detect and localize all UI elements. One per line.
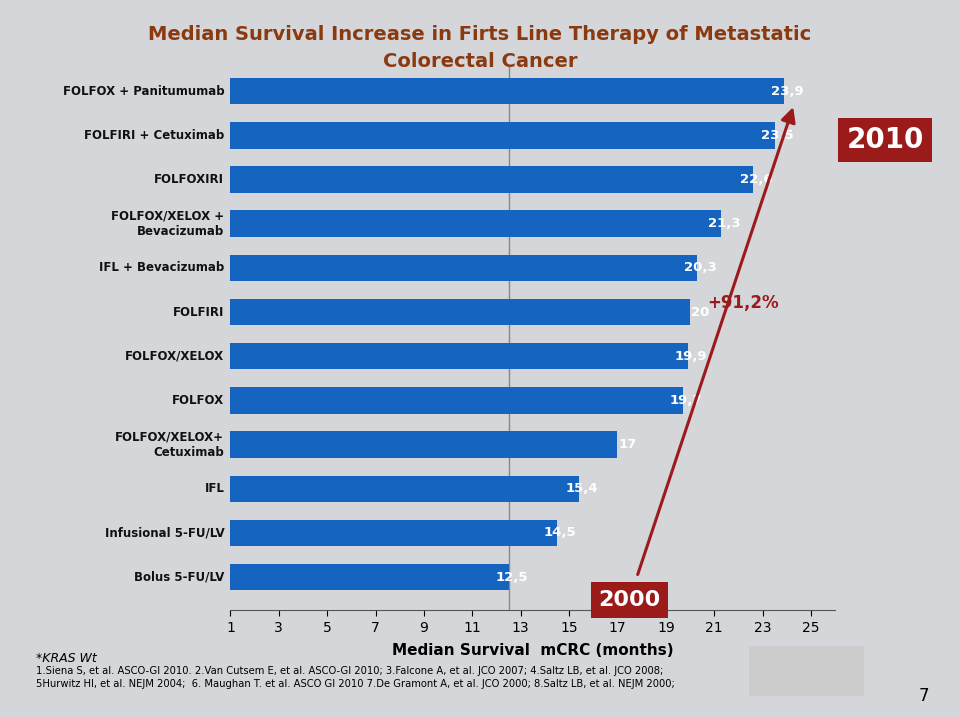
Text: 22,6: 22,6 [739,173,772,186]
Text: FOLFOX/XELOX: FOLFOX/XELOX [125,350,225,363]
Text: FOLFOX + Panitumumab: FOLFOX + Panitumumab [62,85,225,98]
Bar [230,210,722,237]
Text: 7: 7 [919,687,929,705]
Text: 19,9: 19,9 [675,350,707,363]
Bar [230,432,617,458]
Bar [230,255,697,281]
Text: Bolus 5-FU/LV: Bolus 5-FU/LV [134,571,225,584]
Text: 20: 20 [691,306,709,319]
Text: Infusional 5-FU/LV: Infusional 5-FU/LV [105,526,225,539]
Text: 23,9: 23,9 [771,85,804,98]
Text: 21,3: 21,3 [708,217,741,230]
Text: FOLFOX: FOLFOX [172,394,225,407]
Text: 2000: 2000 [598,590,660,610]
Text: FOLFIRI: FOLFIRI [173,306,225,319]
Text: IFL: IFL [204,482,225,495]
Text: *KRAS Wt: *KRAS Wt [36,652,97,665]
Bar [230,520,557,546]
Text: 5Hurwitz HI, et al. NEJM 2004;  6. Maughan T. et al. ASCO GI 2010 7.De Gramont A: 5Hurwitz HI, et al. NEJM 2004; 6. Maugha… [36,679,675,689]
X-axis label: Median Survival  mCRC (months): Median Survival mCRC (months) [392,643,674,658]
Text: FOLFIRI + Cetuximab: FOLFIRI + Cetuximab [84,129,225,142]
Text: 12,5: 12,5 [495,571,528,584]
Bar [230,387,683,414]
Text: IFL + Bevacizumab: IFL + Bevacizumab [99,261,225,274]
Text: 19,7: 19,7 [670,394,702,407]
Bar [230,78,784,104]
Text: +91,2%: +91,2% [708,294,780,312]
Text: Colorectal Cancer: Colorectal Cancer [383,52,577,70]
Bar [230,122,775,149]
Text: 15,4: 15,4 [565,482,598,495]
Text: 17: 17 [618,438,636,451]
Text: FOLFOX/XELOX +
Bevacizumab: FOLFOX/XELOX + Bevacizumab [111,210,225,238]
Bar [230,475,579,502]
Text: FOLFOX/XELOX+
Cetuximab: FOLFOX/XELOX+ Cetuximab [115,431,225,459]
Text: 23,5: 23,5 [761,129,794,142]
Text: FOLFOXIRI: FOLFOXIRI [155,173,225,186]
Bar [230,299,690,325]
Text: 2010: 2010 [847,126,924,154]
Bar [230,167,753,192]
Text: 20,3: 20,3 [684,261,717,274]
Bar [230,564,509,590]
Text: 1.Siena S, et al. ASCO-GI 2010. 2.Van Cutsem E, et al. ASCO-GI 2010; 3.Falcone A: 1.Siena S, et al. ASCO-GI 2010. 2.Van Cu… [36,666,663,676]
Text: 14,5: 14,5 [543,526,576,539]
Bar [230,343,687,370]
Text: Median Survival Increase in Firts Line Therapy of Metastatic: Median Survival Increase in Firts Line T… [149,25,811,44]
